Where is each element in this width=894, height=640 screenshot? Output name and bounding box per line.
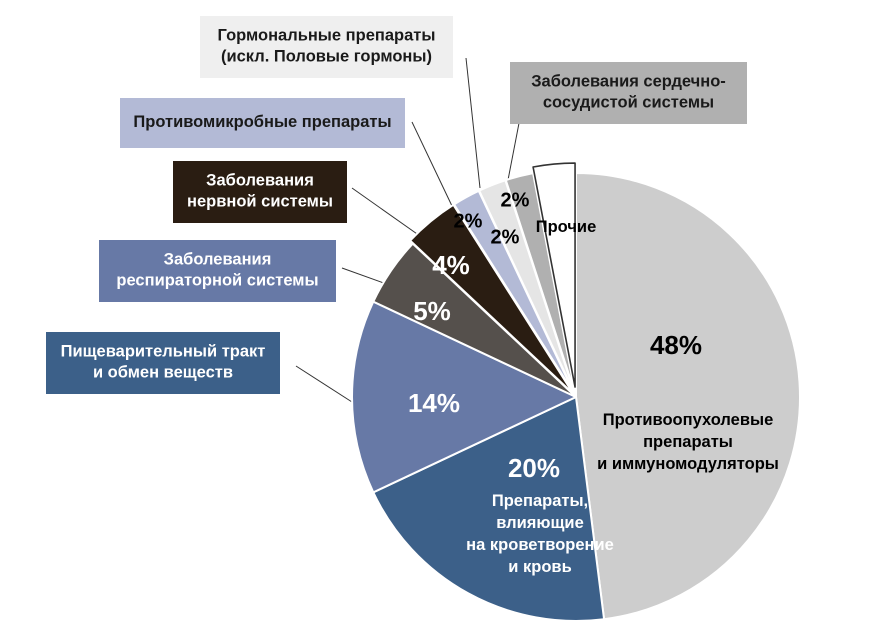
slice-percent-label: 2% bbox=[491, 226, 520, 248]
pie-slice bbox=[532, 162, 576, 388]
callout-box bbox=[200, 16, 453, 78]
slice-percent-label: 2% bbox=[501, 189, 530, 211]
callout-label: Пищеварительный тракт и обмен веществ bbox=[61, 343, 266, 382]
callout-label: Противомикробные препараты bbox=[133, 113, 391, 131]
slice-percent-label: 4% bbox=[432, 250, 470, 280]
slice-percent-label: 5% bbox=[413, 296, 451, 326]
slice-percent-label: 20% bbox=[508, 453, 560, 483]
slice-percent-label: 14% bbox=[408, 388, 460, 418]
leader-line bbox=[411, 121, 453, 207]
slice-inner-label: Препараты, влияющие на кроветворение и кров… bbox=[466, 492, 614, 576]
slice-inner-label: Прочие bbox=[536, 218, 597, 236]
leader-line bbox=[295, 365, 353, 403]
pie-slice bbox=[504, 172, 577, 395]
pie-slice bbox=[351, 300, 577, 494]
leader-line bbox=[465, 57, 481, 189]
callout-box bbox=[510, 62, 747, 124]
leader-line bbox=[507, 117, 521, 181]
callout-box bbox=[173, 161, 347, 223]
callout-box bbox=[99, 240, 336, 302]
pie-slice bbox=[575, 172, 801, 621]
pie-slice bbox=[372, 396, 606, 622]
leader-line bbox=[351, 187, 421, 237]
callout-label: Заболевания сердечно-сосудистой системы bbox=[531, 73, 726, 112]
callout-label: Гормональные препараты (искл. Половые гор… bbox=[218, 27, 436, 66]
callout-label: Заболевания нервной системы bbox=[187, 172, 333, 211]
slice-inner-label: Противоопухолевые препараты и иммуномодуля… bbox=[597, 411, 779, 473]
slice-percent-label: 2% bbox=[454, 210, 483, 232]
callout-box bbox=[120, 98, 405, 148]
slice-percent-label: 48% bbox=[650, 330, 702, 360]
callout-box bbox=[46, 332, 280, 394]
callout-label: Заболевания респираторной системы bbox=[116, 251, 318, 290]
